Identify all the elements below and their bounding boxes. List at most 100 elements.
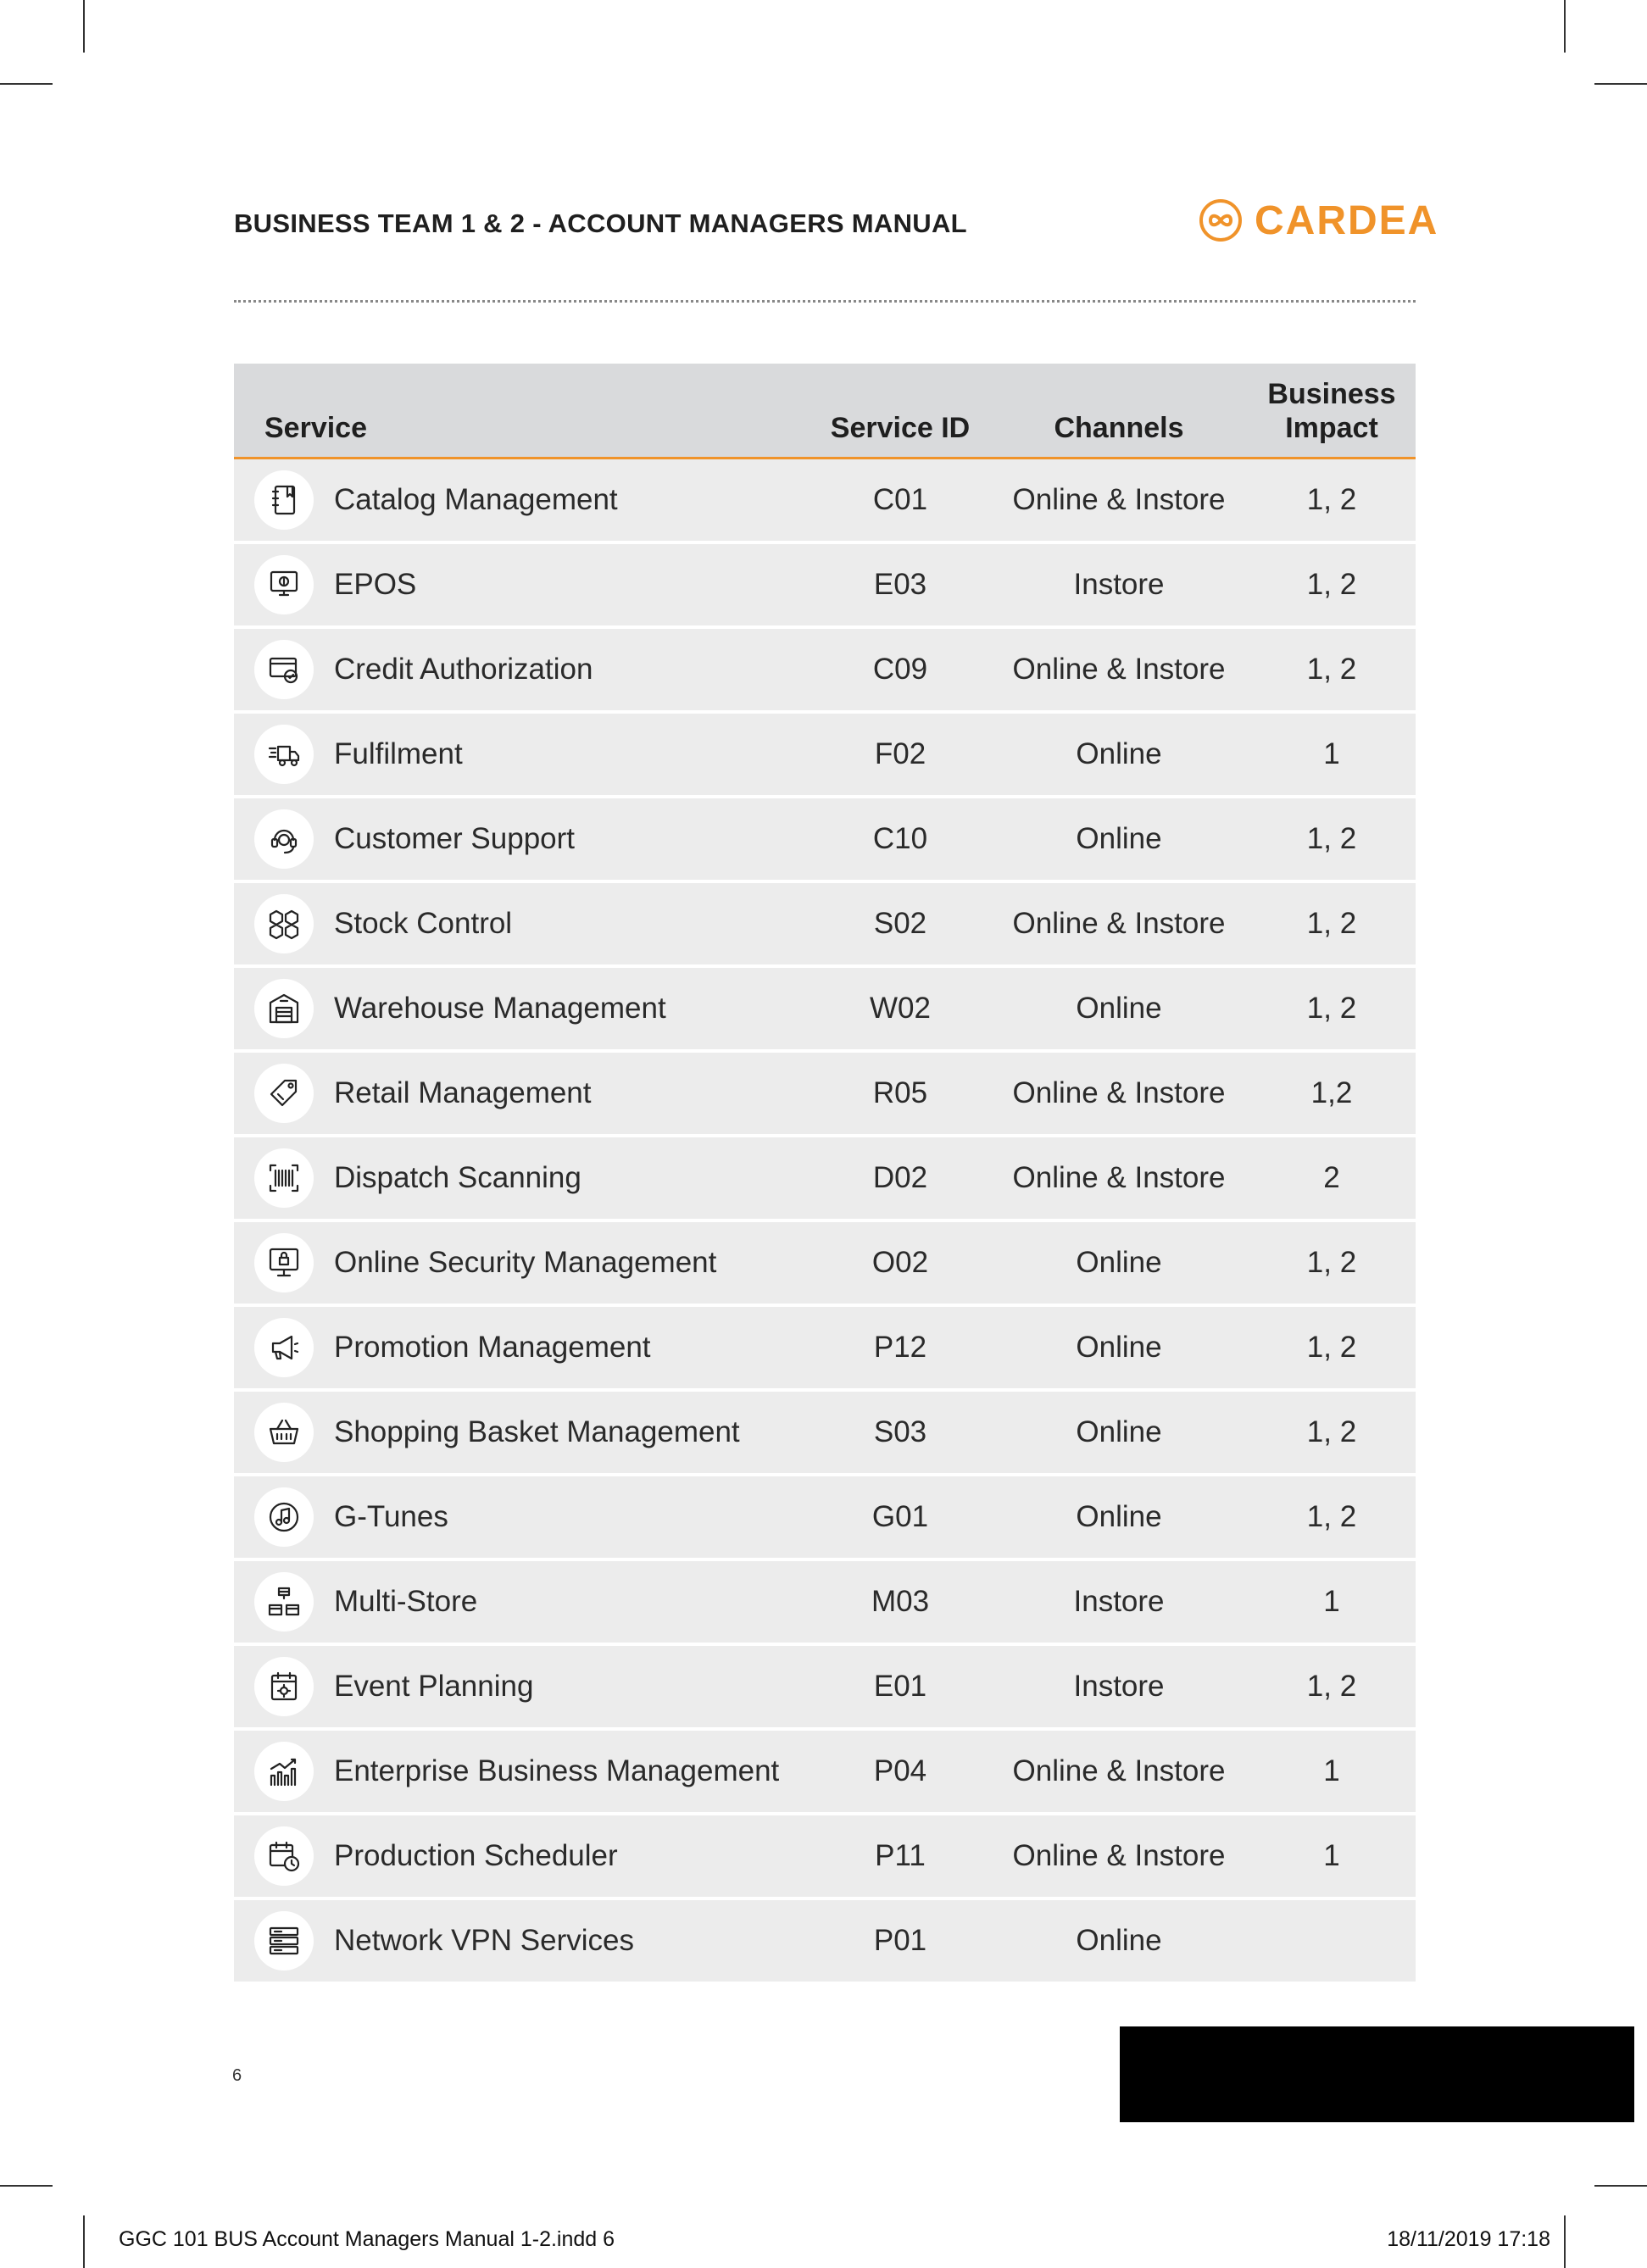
column-header-service-id: Service ID xyxy=(830,412,971,444)
cell-service: Stock Control xyxy=(334,907,513,940)
table-row: EPOS E03 Instore 1, 2 xyxy=(234,544,1416,625)
cell-service-id: O02 xyxy=(871,1246,929,1279)
shopping-basket-icon xyxy=(254,1403,314,1462)
crop-mark xyxy=(0,2185,53,2187)
crop-mark xyxy=(0,83,53,85)
crop-mark xyxy=(83,2215,85,2268)
cell-service-id: G01 xyxy=(871,1500,929,1533)
cell-service: Customer Support xyxy=(334,822,576,855)
table-row: Dispatch Scanning D02 Online & Instore 2 xyxy=(234,1137,1416,1219)
table-header: Service Service ID Channels Business Imp… xyxy=(234,364,1416,459)
cell-service-id: P04 xyxy=(873,1754,927,1787)
cell-business-impact: 1, 2 xyxy=(1306,1670,1357,1703)
cell-service: G-Tunes xyxy=(334,1500,448,1533)
table-row: Catalog Management C01 Online & Instore … xyxy=(234,459,1416,541)
cell-service-id: P12 xyxy=(873,1331,927,1364)
cell-channels: Online & Instore xyxy=(1012,653,1226,686)
services-table: Service Service ID Channels Business Imp… xyxy=(234,364,1416,1982)
cell-business-impact: 1, 2 xyxy=(1306,1246,1357,1279)
print-slug-file: GGC 101 BUS Account Managers Manual 1-2.… xyxy=(119,2227,615,2251)
cell-service-id: M03 xyxy=(871,1585,930,1618)
cell-channels: Online & Instore xyxy=(1012,1161,1226,1194)
page-number: 6 xyxy=(232,2066,242,2085)
table-row: Event Planning E01 Instore 1, 2 xyxy=(234,1646,1416,1727)
cell-service: Promotion Management xyxy=(334,1331,651,1364)
delivery-truck-icon xyxy=(254,725,314,784)
music-note-icon xyxy=(254,1487,314,1547)
multi-store-icon xyxy=(254,1572,314,1632)
cell-service: Online Security Management xyxy=(334,1246,717,1279)
cell-business-impact: 1 xyxy=(1323,737,1340,770)
table-row: Shopping Basket Management S03 Online 1,… xyxy=(234,1392,1416,1473)
cell-service-id: D02 xyxy=(872,1161,928,1194)
cell-business-impact: 1, 2 xyxy=(1306,822,1357,855)
cell-channels: Online xyxy=(1076,1415,1162,1448)
cell-channels: Online & Instore xyxy=(1012,1754,1226,1787)
table-row: Credit Authorization C09 Online & Instor… xyxy=(234,629,1416,710)
cell-channels: Online & Instore xyxy=(1012,1839,1226,1872)
cell-channels: Online xyxy=(1076,737,1162,770)
notebook-icon xyxy=(254,470,314,530)
crop-mark xyxy=(83,0,85,53)
cell-service: EPOS xyxy=(334,568,417,601)
cell-service-id: C09 xyxy=(872,653,928,686)
cell-service: Production Scheduler xyxy=(334,1839,618,1872)
table-row: Multi-Store M03 Instore 1 xyxy=(234,1561,1416,1643)
cell-service: Multi-Store xyxy=(334,1585,478,1618)
cell-service-id: C10 xyxy=(872,822,928,855)
cell-business-impact: 1 xyxy=(1323,1839,1340,1872)
cell-service-id: W02 xyxy=(870,992,931,1025)
cell-service: Fulfilment xyxy=(334,737,463,770)
print-slug-date: 18/11/2019 17:18 xyxy=(1387,2227,1550,2251)
cell-service-id: P01 xyxy=(873,1924,927,1957)
cell-channels: Instore xyxy=(1073,1670,1165,1703)
headset-icon xyxy=(254,809,314,869)
cell-business-impact: 2 xyxy=(1323,1161,1340,1194)
column-header-service: Service xyxy=(264,412,367,444)
crop-mark xyxy=(1564,0,1566,53)
crop-mark xyxy=(1594,2185,1647,2187)
table-row: Promotion Management P12 Online 1, 2 xyxy=(234,1307,1416,1388)
column-header-business-impact: Business Impact xyxy=(1260,377,1404,445)
cell-business-impact: 1, 2 xyxy=(1306,1415,1357,1448)
cell-service-id: S03 xyxy=(873,1415,927,1448)
cell-business-impact: 1,2 xyxy=(1310,1076,1353,1109)
cell-channels: Online & Instore xyxy=(1012,907,1226,940)
table-row: Warehouse Management W02 Online 1, 2 xyxy=(234,968,1416,1049)
cell-service: Dispatch Scanning xyxy=(334,1161,581,1194)
table-row: Production Scheduler P11 Online & Instor… xyxy=(234,1815,1416,1897)
cell-channels: Online xyxy=(1076,1331,1162,1364)
table-row: Network VPN Services P01 Online xyxy=(234,1900,1416,1982)
table-row: Stock Control S02 Online & Instore 1, 2 xyxy=(234,883,1416,964)
cell-service: Credit Authorization xyxy=(334,653,593,686)
cell-channels: Online xyxy=(1076,1924,1162,1957)
column-header-impact-line1: Business xyxy=(1267,378,1396,410)
cell-channels: Online & Instore xyxy=(1012,483,1226,516)
column-header-channels: Channels xyxy=(1054,412,1184,444)
pos-terminal-icon xyxy=(254,555,314,614)
crop-mark xyxy=(1564,2215,1566,2268)
cell-service-id: F02 xyxy=(874,737,926,770)
table-body: Catalog Management C01 Online & Instore … xyxy=(234,459,1416,1982)
brand-name: CARDEA xyxy=(1255,197,1439,243)
cell-business-impact: 1 xyxy=(1323,1754,1340,1787)
infinity-logo-icon xyxy=(1199,199,1242,242)
column-header-impact-line2: Impact xyxy=(1285,412,1378,444)
barcode-scanner-icon xyxy=(254,1148,314,1208)
table-row: Retail Management R05 Online & Instore 1… xyxy=(234,1053,1416,1134)
calendar-clock-icon xyxy=(254,1826,314,1886)
secure-monitor-icon xyxy=(254,1233,314,1292)
cell-service-id: P11 xyxy=(875,1839,926,1872)
cell-service-id: S02 xyxy=(873,907,927,940)
table-row: G-Tunes G01 Online 1, 2 xyxy=(234,1476,1416,1558)
credit-card-check-icon xyxy=(254,640,314,699)
cell-business-impact: 1, 2 xyxy=(1306,653,1357,686)
cell-business-impact: 1, 2 xyxy=(1306,568,1357,601)
cell-service: Warehouse Management xyxy=(334,992,666,1025)
cell-business-impact: 1, 2 xyxy=(1306,907,1357,940)
price-tag-icon xyxy=(254,1064,314,1123)
cell-channels: Instore xyxy=(1073,1585,1165,1618)
cell-service-id: E03 xyxy=(873,568,927,601)
cell-service: Network VPN Services xyxy=(334,1924,634,1957)
cell-business-impact: 1, 2 xyxy=(1306,1331,1357,1364)
